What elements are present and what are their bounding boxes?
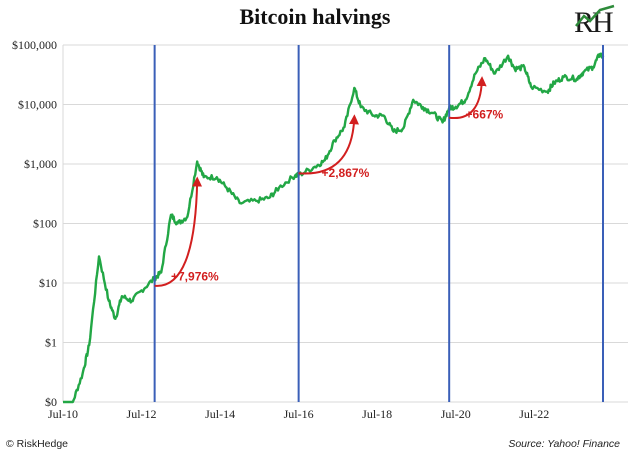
gain-arrow: [298, 114, 359, 175]
y-tick-label: $10: [39, 276, 57, 290]
y-tick-label: $0: [45, 395, 57, 409]
credit-text: © RiskHedge: [6, 438, 69, 450]
y-tick-label: $1,000: [24, 157, 57, 171]
riskhedge-logo: R H: [574, 4, 615, 38]
x-tick-label: Jul-20: [441, 407, 471, 421]
chart-title: Bitcoin halvings: [239, 4, 391, 29]
gain-label: +2,867%: [322, 166, 370, 180]
gain-label: +667%: [466, 108, 504, 122]
gain-arrow: [154, 176, 203, 287]
x-tick-label: Jul-18: [362, 407, 392, 421]
source-text: Source: Yahoo! Finance: [508, 438, 620, 450]
x-tick-label: Jul-14: [205, 407, 235, 421]
gain-label: +7,976%: [171, 270, 219, 284]
x-tick-label: Jul-12: [127, 407, 157, 421]
y-tick-label: $1: [45, 336, 57, 350]
y-tick-label: $10,000: [18, 98, 57, 112]
y-tick-label: $100: [33, 217, 57, 231]
bitcoin-price-line: [62, 52, 605, 404]
x-tick-label: Jul-16: [284, 407, 314, 421]
y-tick-label: $100,000: [12, 38, 57, 52]
gain-arrow: [449, 76, 487, 120]
x-tick-label: Jul-10: [48, 407, 78, 421]
svg-text:R: R: [574, 6, 594, 38]
x-tick-label: Jul-22: [519, 407, 549, 421]
